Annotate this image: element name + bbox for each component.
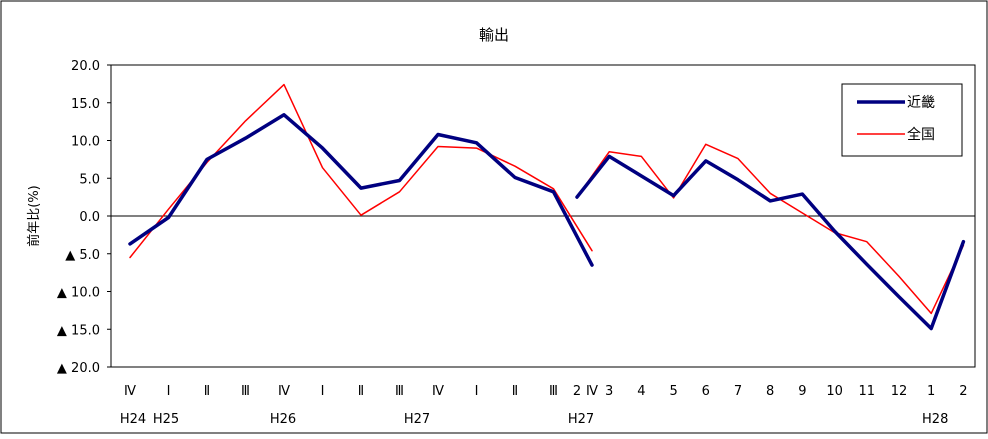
x-tick-label-month: 2 <box>573 384 581 399</box>
x-tick-label-quarter: Ⅱ <box>358 384 364 399</box>
legend-box <box>841 83 963 157</box>
x-tick-label-quarter: Ⅳ <box>586 384 598 399</box>
legend-label-kinki: 近畿 <box>907 95 935 111</box>
x-era-label: H28 <box>922 412 948 427</box>
x-era-label: H25 <box>153 412 179 427</box>
x-tick-label-quarter: Ⅰ <box>167 384 171 399</box>
monthly-series-line-kinki <box>575 154 966 331</box>
x-tick-label-month: 1 <box>927 384 935 399</box>
x-era-label: H27 <box>404 412 430 427</box>
series-layer <box>128 83 966 331</box>
y-tick-label: ▲ 5.0 <box>65 248 100 263</box>
x-tick-label-month: 8 <box>766 384 774 399</box>
y-tick-label: 10.0 <box>71 135 100 150</box>
x-tick-label-month: 12 <box>891 384 908 399</box>
y-tick-label: 5.0 <box>79 172 100 187</box>
y-tick-label: ▲ 10.0 <box>57 286 100 301</box>
x-tick-label-month: 4 <box>637 384 645 399</box>
x-tick-label-month: 6 <box>702 384 710 399</box>
monthly-series-line-zenkoku <box>576 143 965 315</box>
y-tick-label: 20.0 <box>71 59 100 74</box>
x-tick-label-month: 7 <box>734 384 742 399</box>
x-tick-label-quarter: Ⅲ <box>395 384 404 399</box>
x-tick-label-month: 5 <box>669 384 677 399</box>
y-tick-label: ▲ 15.0 <box>57 323 100 338</box>
x-tick-label-quarter: Ⅳ <box>432 384 444 399</box>
x-tick-label-quarter: Ⅲ <box>549 384 558 399</box>
y-tick-label: 15.0 <box>71 97 100 112</box>
x-tick-label-month: 3 <box>605 384 613 399</box>
y-axis-label: 前年比(%) <box>26 185 42 247</box>
x-tick-label-month: 2 <box>959 384 967 399</box>
legend-label-zenkoku: 全国 <box>907 126 935 143</box>
quarterly-series-line-kinki <box>128 113 594 267</box>
x-tick-label-quarter: Ⅰ <box>321 384 325 399</box>
x-tick-label-quarter: Ⅰ <box>475 384 479 399</box>
x-tick-label-month: 10 <box>826 384 843 399</box>
x-era-label: H26 <box>270 412 296 427</box>
y-tick-label: ▲ 20.0 <box>57 361 100 376</box>
x-tick-label-quarter: Ⅲ <box>241 384 250 399</box>
x-era-label: H27 <box>568 412 594 427</box>
x-tick-label-quarter: Ⅳ <box>124 384 136 399</box>
x-tick-label-quarter: Ⅱ <box>204 384 210 399</box>
y-axis-ticks: 20.0 15.0 10.0 5.0 0.0 ▲ 5.0 ▲ 10.0 ▲ 15.0 ▲ 20.… <box>57 59 111 376</box>
x-tick-label-quarter: Ⅳ <box>278 384 290 399</box>
chart-title: 輸出 <box>479 26 509 44</box>
x-tick-label-month: 11 <box>859 384 876 399</box>
x-tick-label-month: 9 <box>798 384 806 399</box>
x-era-label: H24 <box>120 412 146 427</box>
legend: 近畿 全国 <box>841 83 963 157</box>
y-tick-label: 0.0 <box>79 210 100 225</box>
x-tick-label-quarter: Ⅱ <box>512 384 518 399</box>
